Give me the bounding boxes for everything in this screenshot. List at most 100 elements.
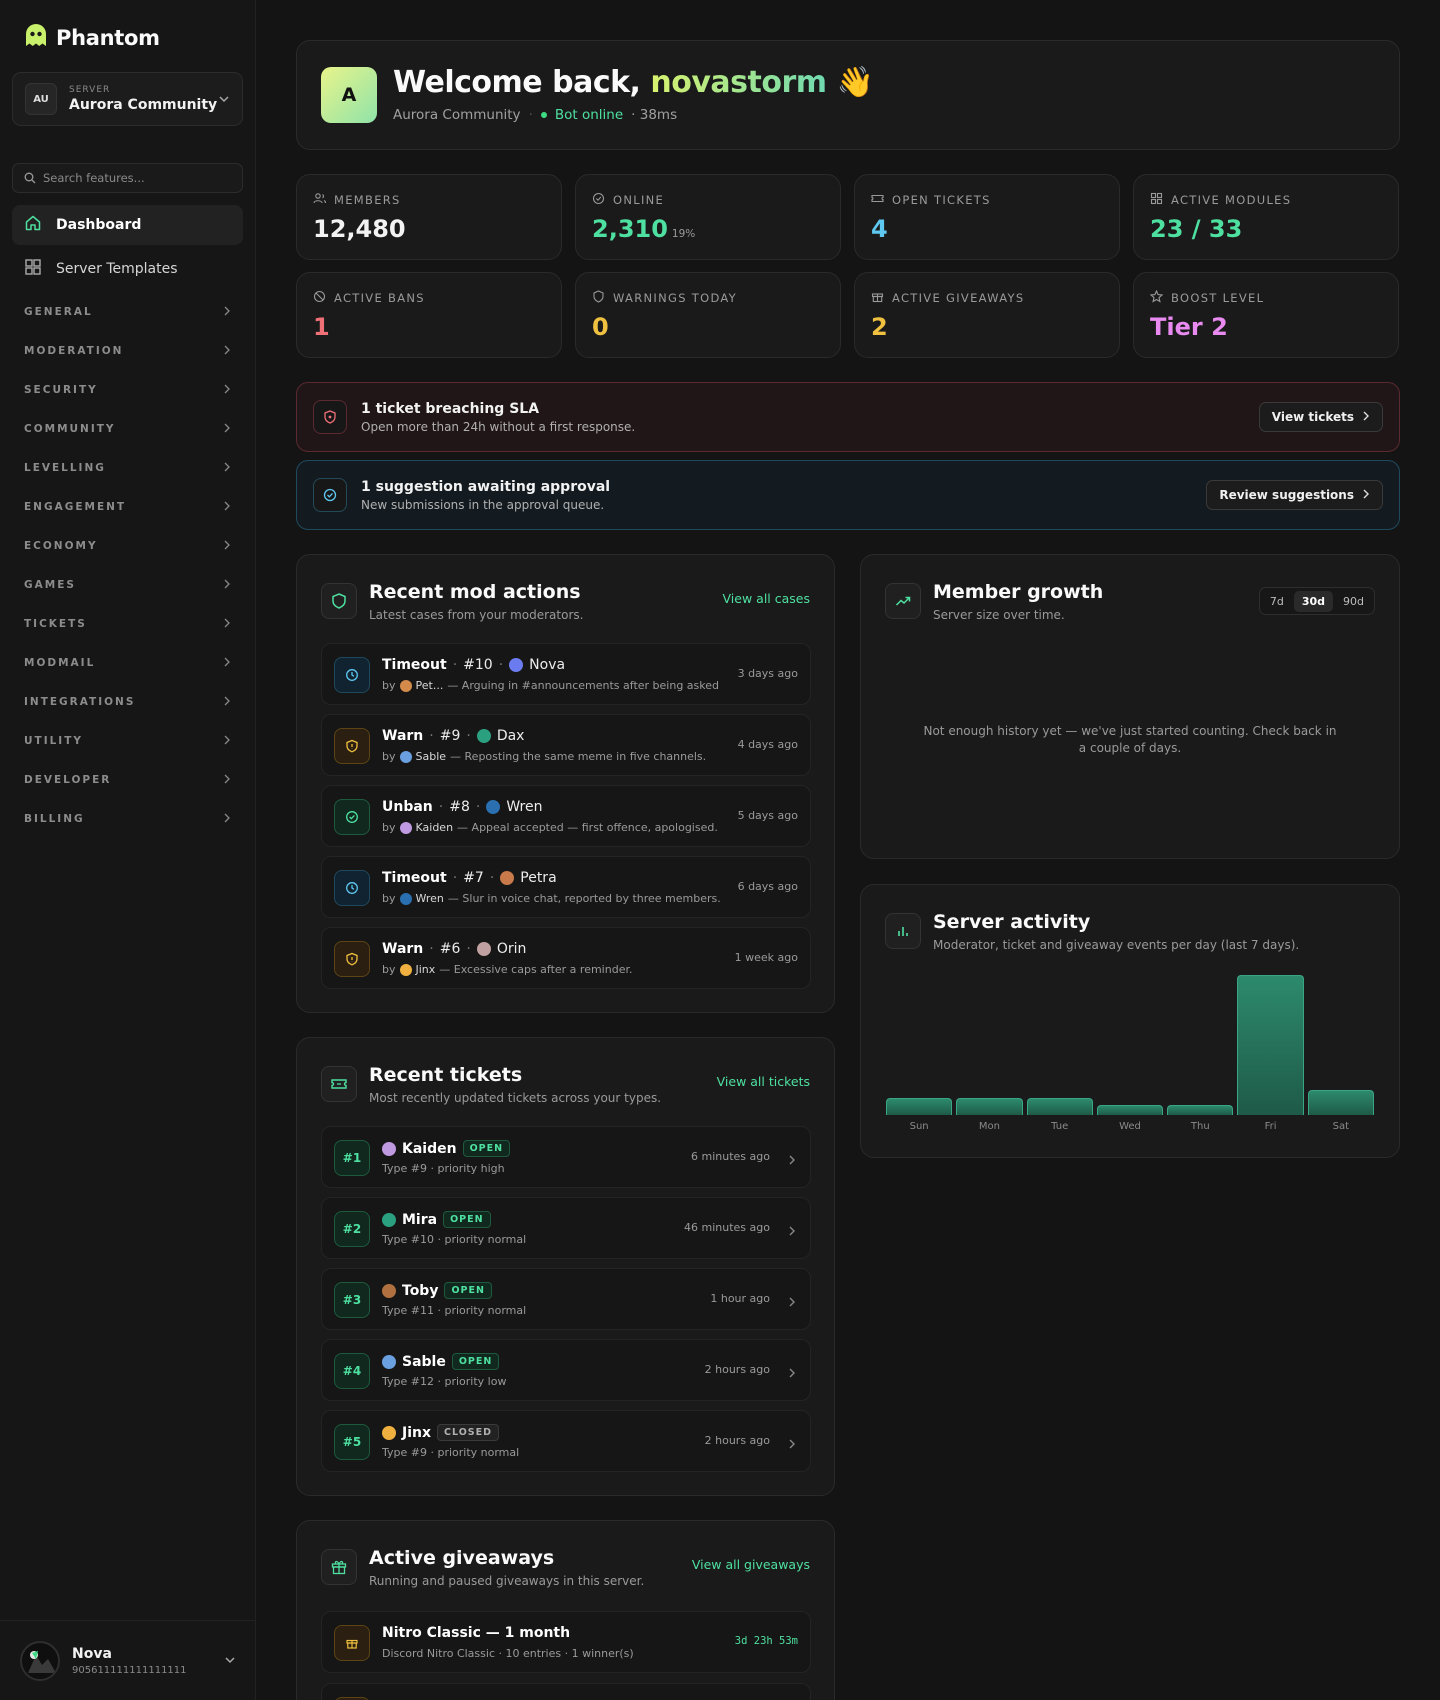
nav-section-label: BILLING — [24, 813, 85, 825]
view-all-giveaways-link[interactable]: View all giveaways — [691, 1557, 810, 1572]
action-type: Timeout — [382, 870, 447, 886]
nav-section-games[interactable]: GAMES — [12, 571, 243, 599]
ticket-number: #5 — [334, 1424, 370, 1460]
case-reason: — Arguing in #announcements after being … — [447, 679, 722, 692]
nav-section-integrations[interactable]: INTEGRATIONS — [12, 688, 243, 716]
welcome-subtitle: Aurora Community · Bot online · 38ms — [393, 107, 678, 123]
nav-section-tickets[interactable]: TICKETS — [12, 610, 243, 638]
nav-item-dashboard[interactable]: Dashboard — [12, 205, 243, 245]
view-tickets-button[interactable]: View tickets — [1258, 402, 1383, 432]
bar-sat[interactable] — [1307, 1090, 1374, 1115]
nav-section-label: MODMAIL — [24, 657, 96, 669]
bar-fri[interactable] — [1237, 975, 1304, 1115]
nav-item-server-templates[interactable]: Server Templates — [12, 249, 243, 289]
ticket-row[interactable]: #2 Mira OPEN Type #10 · priority normal 46 m… — [321, 1197, 811, 1259]
brand[interactable]: Phantom — [22, 22, 160, 54]
giveaway-row[interactable]: Nitro Classic — 1 month Discord Nitro Cl… — [321, 1611, 811, 1673]
alert-title: 1 suggestion awaiting approval — [361, 478, 611, 495]
target-user: Wren — [506, 799, 543, 815]
nav-section-economy[interactable]: ECONOMY — [12, 532, 243, 560]
nav-section-general[interactable]: GENERAL — [12, 298, 243, 326]
ban-icon — [313, 290, 326, 306]
nav-section-modmail[interactable]: MODMAIL — [12, 649, 243, 677]
ticket-row[interactable]: #5 Jinx CLOSED Type #9 · priority normal 2 h… — [321, 1410, 811, 1472]
nav-section-levelling[interactable]: LEVELLING — [12, 454, 243, 482]
mod-action-row[interactable]: Warn · #6 · Orin by Jinx — Excessive caps after… — [321, 927, 811, 989]
ticket-icon — [321, 1066, 357, 1102]
bar-thu[interactable] — [1167, 1105, 1234, 1115]
stat-card-online: ONLINE 2,310 19% — [575, 174, 841, 260]
timestamp: 46 minutes ago — [684, 1221, 770, 1234]
mod-action-row[interactable]: Unban · #8 · Wren by Kaiden — Appeal accepted —… — [321, 785, 811, 847]
bar-mon[interactable] — [956, 1098, 1023, 1115]
stat-card-active-giveaways: ACTIVE GIVEAWAYS 2 — [854, 272, 1120, 358]
nav-section-developer[interactable]: DEVELOPER — [12, 766, 243, 794]
giveaway-prize: Nitro Classic — 1 month — [382, 1625, 571, 1641]
ticket-user: Kaiden — [402, 1140, 457, 1157]
nav-section-moderation[interactable]: MODERATION — [12, 337, 243, 365]
shield-warning-icon — [334, 728, 370, 764]
brand-name: Phantom — [56, 26, 160, 50]
online-dot-icon — [540, 112, 547, 118]
bot-status: Bot online — [554, 107, 624, 123]
ticket-user: Jinx — [402, 1424, 432, 1441]
ticket-number: #1 — [334, 1140, 370, 1176]
moderator-name: Pet... — [415, 679, 444, 692]
view-all-tickets-link[interactable]: View all tickets — [716, 1074, 810, 1089]
giveaway-row[interactable] — [321, 1683, 811, 1700]
avatar — [382, 1212, 396, 1227]
tab-30d[interactable]: 30d — [1293, 590, 1334, 612]
case-reason: — Reposting the same meme in five channe… — [450, 750, 707, 763]
ticket-user: Toby — [402, 1282, 439, 1299]
mod-action-row[interactable]: Warn · #9 · Dax by Sable — Reposting the same m… — [321, 714, 811, 776]
chevron-right-icon — [788, 1222, 796, 1241]
chevron-down-icon[interactable] — [224, 1651, 236, 1670]
bar-sun[interactable] — [886, 1098, 953, 1115]
ticket-row[interactable]: #4 Sable OPEN Type #12 · priority low 2 hour… — [321, 1339, 811, 1401]
giveaways-panel: Active giveaways Running and paused give… — [296, 1520, 835, 1700]
case-number: #7 — [463, 870, 484, 886]
server-selector[interactable]: AU SERVER Aurora Community — [12, 72, 243, 126]
tab-7d[interactable]: 7d — [1269, 594, 1284, 608]
tickets-panel: Recent tickets Most recently updated tic… — [296, 1037, 835, 1496]
avatar — [399, 821, 412, 834]
nav-section-security[interactable]: SECURITY — [12, 376, 243, 404]
search-input[interactable] — [43, 171, 223, 185]
avatar — [399, 963, 412, 976]
stat-card-active-modules: ACTIVE MODULES 23 / 33 — [1133, 174, 1399, 260]
ticket-meta: Type #9 · priority high — [382, 1162, 505, 1175]
check-circle-icon — [313, 478, 347, 512]
timestamp: 1 hour ago — [710, 1292, 770, 1305]
review-suggestions-button[interactable]: Review suggestions — [1206, 480, 1383, 510]
user-bar[interactable]: Nova 905611111111111111 — [0, 1620, 256, 1700]
status-badge: CLOSED — [437, 1424, 499, 1441]
timestamp: 3 days ago — [737, 667, 798, 680]
nav-section-engagement[interactable]: ENGAGEMENT — [12, 493, 243, 521]
ticket-row[interactable]: #1 Kaiden OPEN Type #9 · priority high 6 min… — [321, 1126, 811, 1188]
panel-title: Recent tickets — [369, 1064, 523, 1086]
range-tabs: 7d 30d 90d — [1258, 587, 1375, 615]
nav-section-billing[interactable]: BILLING — [12, 805, 243, 833]
panel-subtitle: Latest cases from your moderators. — [369, 608, 584, 622]
avatar — [382, 1425, 396, 1440]
ticket-row[interactable]: #3 Toby OPEN Type #11 · priority normal 1 ho… — [321, 1268, 811, 1330]
mod-action-row[interactable]: Timeout · #7 · Petra by Wren — Slur in voice ch… — [321, 856, 811, 918]
target-user: Petra — [520, 870, 557, 886]
nav-section-utility[interactable]: UTILITY — [12, 727, 243, 755]
case-reason: — Excessive caps after a reminder. — [439, 963, 633, 976]
nav-section-community[interactable]: COMMUNITY — [12, 415, 243, 443]
chevron-right-icon — [1362, 488, 1370, 502]
giveaway-countdown: 3d 23h 53m — [734, 1635, 798, 1647]
case-number: #10 — [463, 657, 493, 673]
sla-alert: 1 ticket breaching SLA Open more than 24… — [296, 382, 1400, 452]
tab-90d[interactable]: 90d — [1343, 594, 1364, 608]
mod-action-row[interactable]: Timeout · #10 · Nova by Pet... — Arguing in #an… — [321, 643, 811, 705]
bar-tue[interactable] — [1026, 1098, 1093, 1115]
avatar — [509, 658, 524, 672]
view-all-cases-link[interactable]: View all cases — [722, 591, 810, 606]
chevron-right-icon — [223, 345, 231, 358]
x-tick-label: Sun — [909, 1121, 929, 1132]
search-icon — [24, 169, 36, 188]
search-box[interactable] — [12, 163, 243, 193]
bar-wed[interactable] — [1096, 1105, 1164, 1115]
